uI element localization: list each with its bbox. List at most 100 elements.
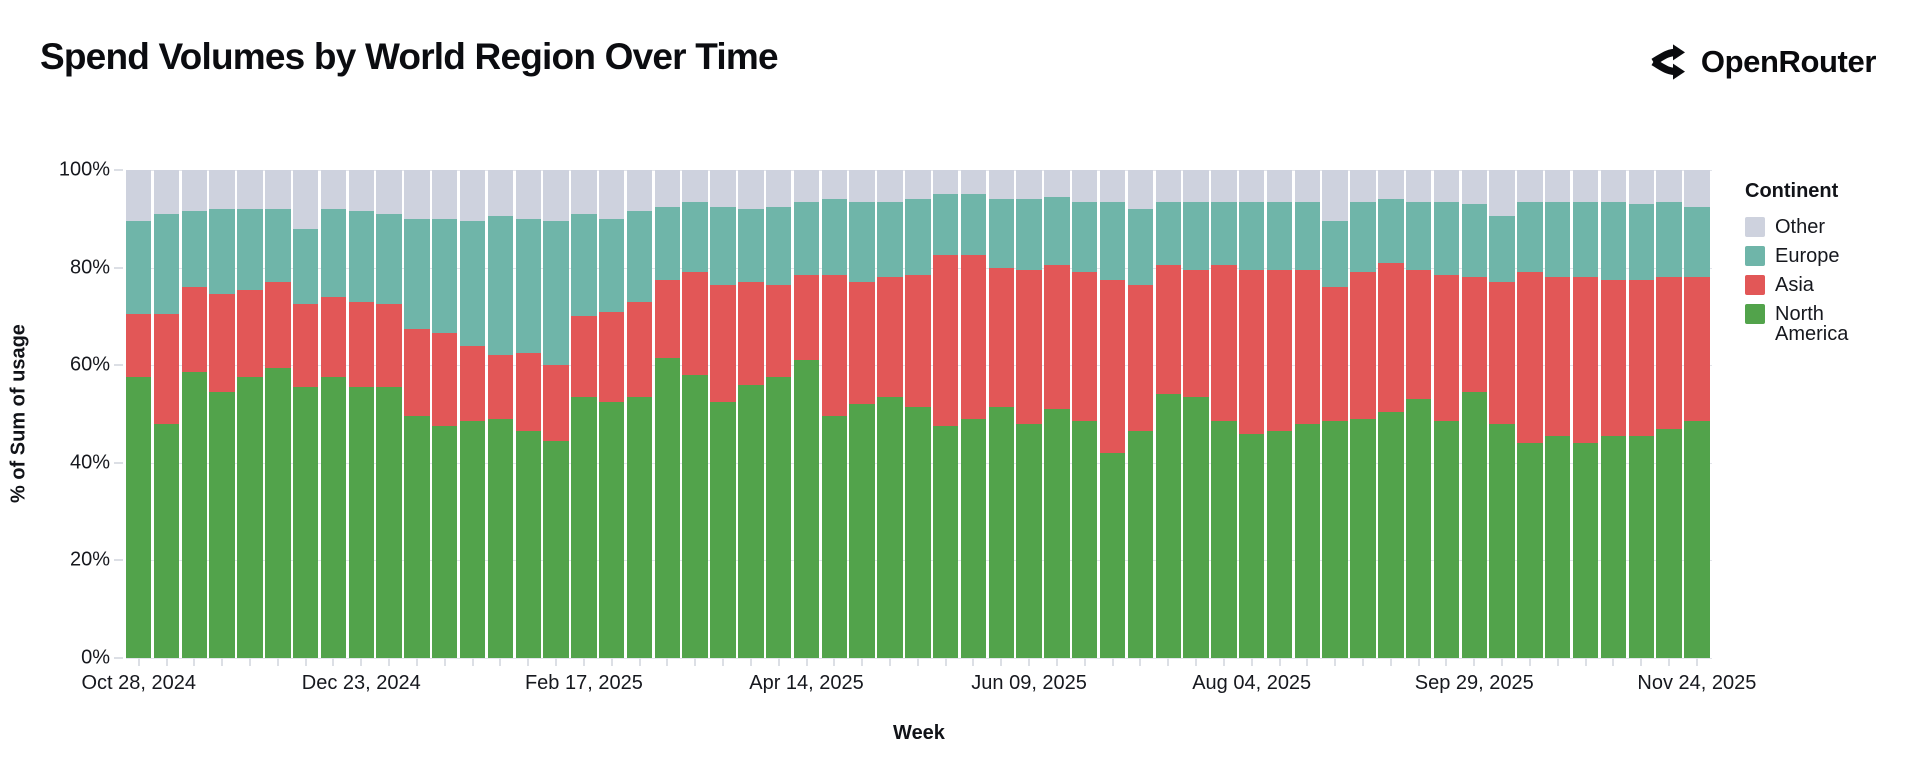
bar-segment-north-america[interactable] (1433, 421, 1460, 658)
bar-segment-europe[interactable] (1294, 201, 1321, 271)
bar-segment-europe[interactable] (209, 209, 235, 295)
bar-segment-other[interactable] (710, 170, 736, 207)
bar-segment-europe[interactable] (793, 201, 820, 275)
bar-segment-asia[interactable] (1155, 265, 1181, 395)
bar-segment-europe[interactable] (1684, 206, 1710, 278)
bar-segment-asia[interactable] (376, 304, 402, 388)
bar-segment-north-america[interactable] (1350, 418, 1376, 658)
bar-segment-other[interactable] (877, 170, 903, 202)
bar-segment-north-america[interactable] (1183, 396, 1209, 658)
bar-segment-other[interactable] (1433, 170, 1460, 202)
bar-segment-europe[interactable] (1183, 201, 1209, 271)
bar-segment-north-america[interactable] (487, 418, 514, 658)
bar-segment-north-america[interactable] (1628, 435, 1654, 658)
bar-segment-asia[interactable] (1072, 272, 1098, 422)
bar-segment-europe[interactable] (571, 213, 597, 317)
bar-segment-north-america[interactable] (765, 377, 792, 658)
bar-segment-asia[interactable] (1238, 270, 1265, 434)
bar-segment-other[interactable] (1044, 170, 1070, 197)
bar-segment-other[interactable] (1211, 170, 1237, 202)
bar-segment-asia[interactable] (292, 304, 319, 388)
bar-segment-north-america[interactable] (1405, 399, 1432, 658)
bar-segment-europe[interactable] (1322, 221, 1348, 288)
bar-segment-asia[interactable] (265, 282, 291, 368)
bar-segment-other[interactable] (487, 170, 514, 217)
bar-segment-north-america[interactable] (376, 387, 402, 658)
bar-segment-asia[interactable] (1322, 287, 1348, 422)
bar-segment-other[interactable] (1656, 170, 1682, 202)
bar-segment-europe[interactable] (515, 218, 541, 353)
bar-segment-other[interactable] (376, 170, 402, 214)
bar-segment-north-america[interactable] (1099, 453, 1126, 658)
bar-segment-other[interactable] (988, 170, 1014, 200)
bar-segment-asia[interactable] (1405, 270, 1432, 400)
bar-segment-north-america[interactable] (682, 374, 708, 658)
bar-segment-other[interactable] (1684, 170, 1710, 207)
bar-segment-asia[interactable] (1489, 282, 1515, 424)
bar-segment-asia[interactable] (1099, 279, 1126, 454)
bar-segment-north-america[interactable] (320, 377, 347, 658)
bar-segment-europe[interactable] (1433, 201, 1460, 275)
bar-segment-asia[interactable] (126, 313, 152, 378)
bar-segment-north-america[interactable] (1600, 435, 1627, 658)
bar-segment-europe[interactable] (738, 209, 764, 283)
bar-segment-north-america[interactable] (181, 372, 208, 658)
bar-segment-north-america[interactable] (1294, 423, 1321, 658)
bar-segment-other[interactable] (1099, 170, 1126, 202)
bar-segment-north-america[interactable] (1684, 421, 1710, 658)
bar-segment-north-america[interactable] (126, 377, 152, 658)
bar-segment-other[interactable] (932, 170, 959, 195)
bar-segment-other[interactable] (1600, 170, 1627, 202)
bar-segment-other[interactable] (1155, 170, 1181, 202)
bar-segment-north-america[interactable] (1072, 421, 1098, 658)
bar-segment-other[interactable] (1378, 170, 1404, 200)
bar-segment-europe[interactable] (626, 211, 653, 302)
bar-segment-other[interactable] (765, 170, 792, 207)
bar-segment-europe[interactable] (432, 218, 458, 334)
bar-segment-north-america[interactable] (793, 360, 820, 658)
bar-segment-asia[interactable] (765, 284, 792, 378)
bar-segment-north-america[interactable] (654, 357, 681, 658)
bar-segment-europe[interactable] (1378, 199, 1404, 263)
bar-segment-asia[interactable] (348, 301, 375, 388)
bar-segment-europe[interactable] (404, 218, 430, 329)
bar-segment-europe[interactable] (988, 199, 1014, 268)
bar-segment-north-america[interactable] (599, 401, 625, 658)
bar-segment-asia[interactable] (181, 287, 208, 373)
bar-segment-north-america[interactable] (905, 406, 931, 658)
bar-segment-other[interactable] (1489, 170, 1515, 217)
bar-segment-other[interactable] (181, 170, 208, 212)
bar-segment-asia[interactable] (1044, 265, 1070, 410)
bar-segment-asia[interactable] (1517, 272, 1543, 444)
bar-segment-north-america[interactable] (1461, 392, 1487, 658)
bar-segment-europe[interactable] (1238, 201, 1265, 271)
bar-segment-europe[interactable] (1517, 201, 1543, 273)
bar-segment-north-america[interactable] (515, 431, 541, 658)
bar-segment-other[interactable] (599, 170, 625, 219)
bar-segment-asia[interactable] (988, 267, 1014, 407)
bar-segment-north-america[interactable] (932, 426, 959, 658)
bar-segment-other[interactable] (348, 170, 375, 212)
bar-segment-asia[interactable] (487, 355, 514, 419)
bar-segment-europe[interactable] (710, 206, 736, 285)
bar-segment-other[interactable] (821, 170, 848, 200)
bar-segment-north-america[interactable] (1044, 409, 1070, 658)
bar-segment-other[interactable] (905, 170, 931, 200)
bar-segment-europe[interactable] (654, 206, 681, 280)
bar-segment-asia[interactable] (1350, 272, 1376, 419)
bar-segment-europe[interactable] (487, 216, 514, 356)
bar-segment-asia[interactable] (1294, 270, 1321, 424)
bar-segment-north-america[interactable] (821, 416, 848, 658)
bar-segment-north-america[interactable] (1489, 423, 1515, 658)
bar-segment-asia[interactable] (1461, 277, 1487, 393)
bar-segment-asia[interactable] (404, 328, 430, 417)
bar-segment-europe[interactable] (1016, 199, 1042, 271)
bar-segment-asia[interactable] (682, 272, 708, 375)
bar-segment-north-america[interactable] (348, 387, 375, 658)
bar-segment-north-america[interactable] (1211, 421, 1237, 658)
bar-segment-europe[interactable] (1211, 201, 1237, 266)
bar-segment-north-america[interactable] (1322, 421, 1348, 658)
bar-segment-asia[interactable] (1572, 277, 1599, 444)
bar-segment-other[interactable] (404, 170, 430, 219)
bar-segment-other[interactable] (237, 170, 263, 210)
